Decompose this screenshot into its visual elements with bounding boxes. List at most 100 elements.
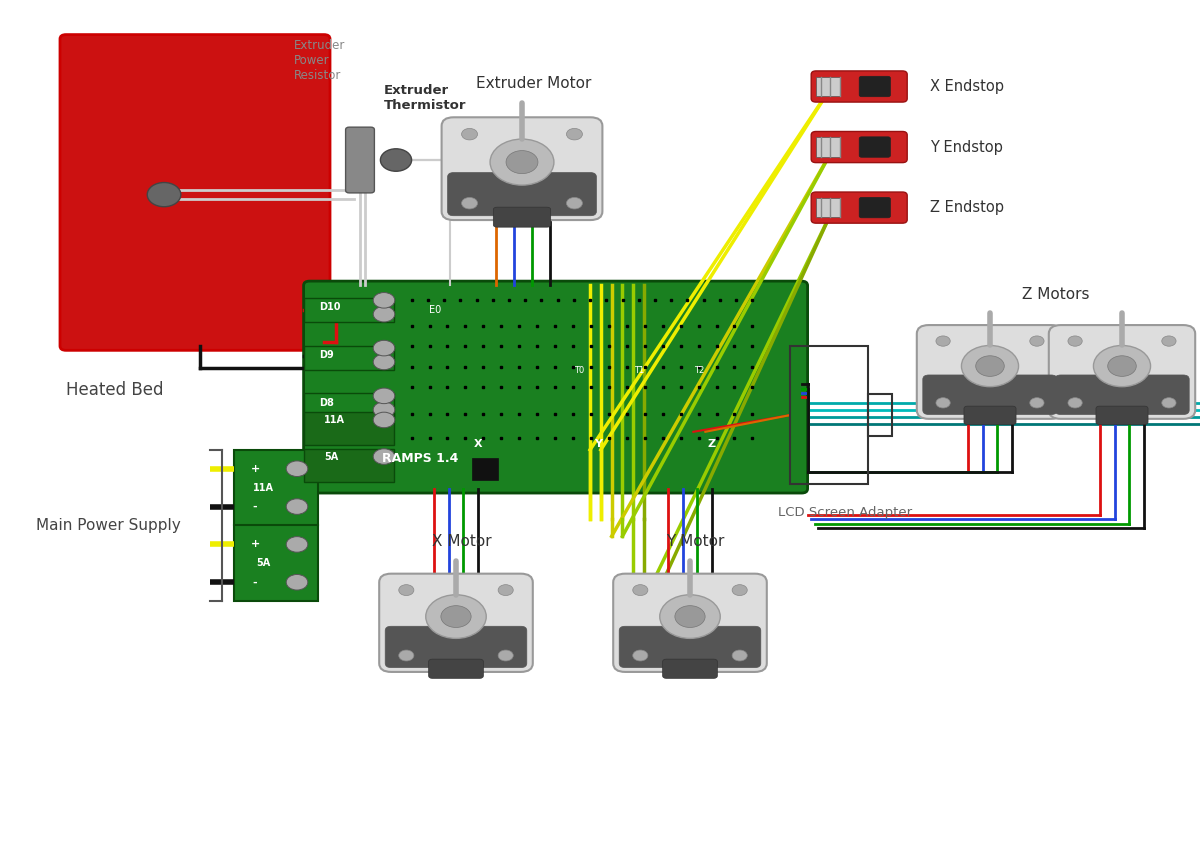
Circle shape [498, 585, 514, 595]
Circle shape [506, 151, 538, 174]
FancyBboxPatch shape [917, 325, 1063, 419]
Circle shape [566, 128, 582, 140]
Circle shape [440, 606, 472, 627]
Text: LCD Screen Adapter: LCD Screen Adapter [778, 506, 912, 519]
Text: E0: E0 [430, 304, 442, 315]
Circle shape [632, 585, 648, 595]
Text: RAMPS 1.4: RAMPS 1.4 [382, 452, 458, 465]
Circle shape [287, 574, 307, 590]
Circle shape [398, 585, 414, 595]
FancyBboxPatch shape [811, 131, 907, 163]
FancyBboxPatch shape [811, 192, 907, 223]
Circle shape [566, 197, 582, 209]
Circle shape [732, 650, 748, 661]
Circle shape [462, 128, 478, 140]
Text: X Motor: X Motor [432, 534, 492, 548]
Text: Y Endstop: Y Endstop [930, 139, 1003, 155]
FancyBboxPatch shape [346, 127, 374, 193]
Circle shape [1162, 398, 1176, 408]
Circle shape [498, 650, 514, 661]
FancyBboxPatch shape [472, 458, 498, 480]
Circle shape [287, 461, 307, 477]
Circle shape [373, 354, 395, 369]
Circle shape [148, 183, 181, 207]
FancyBboxPatch shape [964, 407, 1016, 425]
FancyBboxPatch shape [1055, 375, 1189, 414]
FancyBboxPatch shape [816, 138, 840, 157]
Text: Main Power Supply: Main Power Supply [36, 518, 181, 533]
Text: D8: D8 [319, 398, 334, 407]
FancyBboxPatch shape [304, 345, 394, 369]
Text: +: + [251, 540, 259, 549]
Text: 11A: 11A [253, 483, 274, 493]
Text: Y: Y [594, 439, 601, 449]
Circle shape [398, 650, 414, 661]
FancyBboxPatch shape [613, 573, 767, 672]
Circle shape [660, 595, 720, 638]
FancyBboxPatch shape [811, 71, 907, 102]
FancyBboxPatch shape [619, 626, 761, 668]
Text: T1: T1 [635, 366, 644, 375]
FancyBboxPatch shape [493, 208, 551, 227]
Circle shape [1162, 336, 1176, 346]
Text: Y Motor: Y Motor [666, 534, 725, 548]
Circle shape [1093, 345, 1151, 387]
FancyBboxPatch shape [442, 118, 602, 220]
Text: Extruder Motor: Extruder Motor [476, 75, 592, 91]
Circle shape [1030, 398, 1044, 408]
Circle shape [373, 292, 395, 308]
Circle shape [632, 650, 648, 661]
Circle shape [1068, 398, 1082, 408]
FancyBboxPatch shape [304, 281, 808, 493]
FancyBboxPatch shape [816, 198, 840, 217]
Text: +: + [251, 464, 259, 474]
Circle shape [287, 499, 307, 515]
Text: X: X [473, 439, 482, 449]
FancyBboxPatch shape [816, 77, 840, 96]
FancyBboxPatch shape [304, 449, 394, 482]
FancyBboxPatch shape [859, 76, 890, 97]
FancyBboxPatch shape [385, 626, 527, 668]
Circle shape [426, 595, 486, 638]
Text: Extruder
Power
Resistor: Extruder Power Resistor [294, 39, 346, 82]
Circle shape [674, 606, 706, 627]
Text: 11A: 11A [324, 415, 346, 425]
Circle shape [1068, 336, 1082, 346]
Text: -: - [253, 577, 257, 587]
FancyBboxPatch shape [304, 298, 394, 322]
FancyBboxPatch shape [379, 573, 533, 672]
Text: T2: T2 [695, 366, 704, 375]
Circle shape [936, 336, 950, 346]
Circle shape [961, 345, 1019, 387]
FancyBboxPatch shape [1049, 325, 1195, 419]
Text: D9: D9 [319, 350, 334, 360]
FancyBboxPatch shape [448, 173, 596, 215]
Text: D10: D10 [319, 302, 341, 312]
Circle shape [732, 585, 748, 595]
FancyBboxPatch shape [234, 450, 318, 601]
Text: Z: Z [708, 439, 715, 449]
FancyBboxPatch shape [60, 35, 330, 350]
Circle shape [1030, 336, 1044, 346]
Text: X Endstop: X Endstop [930, 79, 1004, 94]
Circle shape [373, 388, 395, 404]
Text: 5A: 5A [324, 452, 338, 462]
Circle shape [936, 398, 950, 408]
Circle shape [373, 413, 395, 428]
FancyBboxPatch shape [662, 659, 718, 678]
Text: T0: T0 [575, 366, 584, 375]
Circle shape [490, 139, 554, 185]
Text: 5A: 5A [257, 558, 270, 568]
Text: Heated Bed: Heated Bed [66, 381, 163, 399]
FancyBboxPatch shape [428, 659, 484, 678]
Circle shape [976, 356, 1004, 376]
Circle shape [380, 149, 412, 171]
Text: -: - [253, 502, 257, 511]
Circle shape [373, 340, 395, 356]
Text: Extruder
Thermistor: Extruder Thermistor [384, 85, 467, 112]
Circle shape [462, 197, 478, 209]
FancyBboxPatch shape [859, 197, 890, 218]
Circle shape [1108, 356, 1136, 376]
FancyBboxPatch shape [923, 375, 1057, 414]
Circle shape [287, 536, 307, 552]
